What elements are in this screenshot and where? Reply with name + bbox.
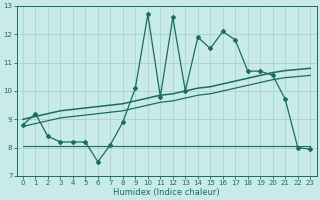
X-axis label: Humidex (Indice chaleur): Humidex (Indice chaleur) [113,188,220,197]
